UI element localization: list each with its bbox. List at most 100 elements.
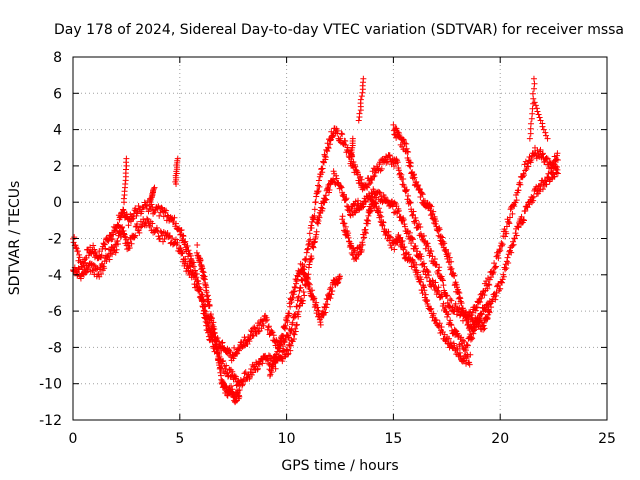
data-point	[280, 333, 287, 340]
data-point	[503, 223, 510, 230]
series-track-6	[390, 121, 493, 338]
data-point	[425, 269, 432, 276]
data-point	[235, 347, 242, 354]
data-point	[315, 188, 322, 195]
data-point	[131, 233, 138, 240]
data-point	[502, 266, 509, 273]
data-point	[399, 143, 406, 150]
data-point	[301, 256, 308, 263]
data-point	[231, 344, 238, 351]
data-point	[394, 208, 401, 215]
data-point	[481, 325, 488, 332]
data-point	[295, 293, 302, 300]
data-point	[110, 231, 117, 238]
y-tick-label: -6	[48, 304, 62, 320]
data-point	[397, 170, 404, 177]
data-point	[323, 196, 330, 203]
data-point	[467, 351, 474, 358]
data-point	[182, 238, 189, 245]
data-point	[383, 159, 390, 166]
data-point	[287, 347, 294, 354]
data-point	[497, 285, 504, 292]
data-point	[490, 269, 497, 276]
data-point	[239, 382, 246, 389]
data-point	[240, 342, 247, 349]
data-point	[306, 281, 313, 288]
data-point	[104, 237, 111, 244]
data-point	[407, 160, 414, 167]
data-point	[288, 326, 295, 333]
data-point	[286, 310, 293, 317]
data-point	[265, 352, 272, 359]
spike-point	[542, 129, 549, 136]
data-point	[447, 317, 454, 324]
data-point	[296, 287, 303, 294]
data-point	[171, 214, 178, 221]
data-point	[229, 368, 236, 375]
data-point	[376, 189, 383, 196]
data-point	[132, 232, 139, 239]
data-point	[365, 181, 372, 188]
data-point	[520, 216, 527, 223]
data-point	[427, 306, 434, 313]
data-point	[520, 170, 527, 177]
data-point	[290, 314, 297, 321]
data-point	[133, 212, 140, 219]
data-point	[499, 276, 506, 283]
data-point	[316, 183, 323, 190]
data-point	[359, 241, 366, 248]
spike-point	[532, 102, 539, 109]
data-point	[448, 322, 455, 329]
data-point	[268, 369, 275, 376]
data-point	[447, 339, 454, 346]
data-point	[136, 229, 143, 236]
data-point	[156, 212, 163, 219]
data-point	[219, 358, 226, 365]
data-point	[320, 310, 327, 317]
data-point	[230, 355, 237, 362]
x-tick-label: 15	[384, 431, 402, 447]
data-point	[378, 165, 385, 172]
data-point	[319, 205, 326, 212]
data-point	[458, 300, 465, 307]
data-point	[397, 234, 404, 241]
data-point	[411, 174, 418, 181]
data-point	[200, 307, 207, 314]
data-point	[394, 239, 401, 246]
data-point	[179, 250, 186, 257]
data-point	[444, 313, 451, 320]
data-point	[418, 190, 425, 197]
data-point	[163, 207, 170, 214]
data-point	[338, 184, 345, 191]
data-point	[333, 175, 340, 182]
data-point	[410, 208, 417, 215]
data-point	[311, 206, 318, 213]
data-point	[510, 238, 517, 245]
data-point	[432, 218, 439, 225]
x-tick-label: 5	[175, 431, 184, 447]
series-track-5	[266, 260, 343, 379]
data-point	[513, 232, 520, 239]
data-point	[508, 249, 515, 256]
data-point	[301, 270, 308, 277]
data-point	[515, 224, 522, 231]
data-point	[206, 302, 213, 309]
data-point	[204, 292, 211, 299]
data-point	[300, 297, 307, 304]
data-point	[400, 216, 407, 223]
data-point	[169, 235, 176, 242]
data-point	[304, 274, 311, 281]
x-tick-label: 10	[278, 431, 296, 447]
data-point	[492, 296, 499, 303]
data-point	[362, 199, 369, 206]
data-point	[438, 323, 445, 330]
data-point	[236, 387, 243, 394]
data-point	[439, 234, 446, 241]
x-tick-label: 20	[491, 431, 509, 447]
data-point	[408, 240, 415, 247]
data-point	[502, 233, 509, 240]
data-point	[255, 328, 262, 335]
data-point	[322, 309, 329, 316]
data-point	[264, 316, 271, 323]
data-point	[143, 202, 150, 209]
